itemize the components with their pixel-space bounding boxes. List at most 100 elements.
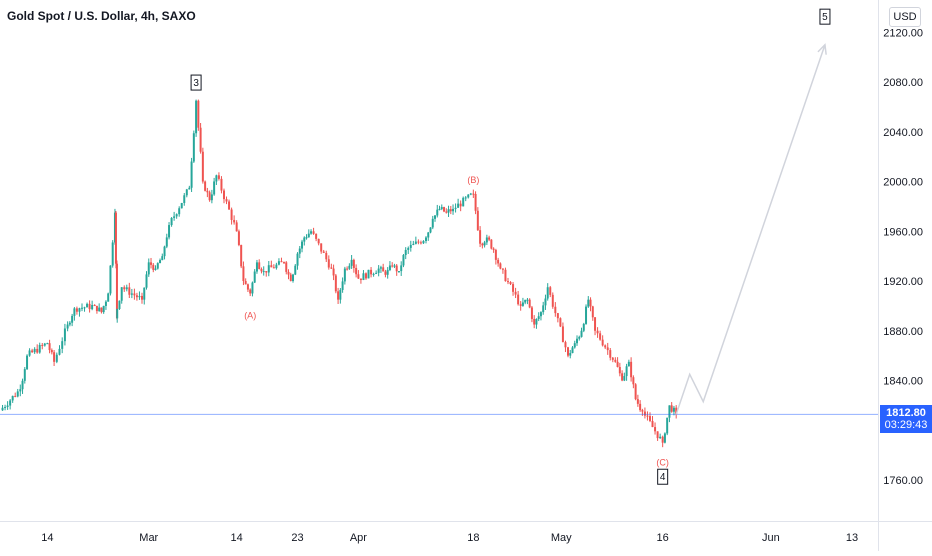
candle: [55, 352, 58, 364]
wave-label[interactable]: (B): [467, 175, 479, 185]
candle: [646, 411, 649, 421]
candle: [95, 305, 98, 314]
y-tick-label: 1760.00: [883, 475, 923, 487]
candle: [11, 395, 14, 403]
candle: [130, 288, 133, 299]
y-tick-label: 1920.00: [883, 276, 923, 288]
candle: [357, 270, 360, 279]
candle: [623, 372, 626, 382]
candle: [315, 233, 318, 242]
candle: [48, 339, 51, 354]
wave-label[interactable]: 5: [819, 8, 831, 25]
candle: [535, 318, 538, 329]
candles-layer: [1, 99, 678, 448]
candle: [599, 330, 602, 341]
candlestick-chart[interactable]: 3 (A) (B) (C) 4 5: [0, 0, 878, 521]
candle: [107, 292, 110, 302]
candle: [370, 267, 373, 278]
candle: [494, 248, 497, 265]
last-price-tag: 1812.80 03:29:43: [880, 405, 932, 434]
candle: [16, 388, 19, 398]
candle: [670, 402, 673, 413]
candle: [83, 306, 86, 312]
candle: [61, 337, 64, 354]
chart-plot-area[interactable]: 3 (A) (B) (C) 4 5 Gold Spot / U.S. Dollar, 4h…: [0, 0, 878, 521]
candle: [414, 236, 417, 245]
candle: [235, 220, 238, 232]
candle: [98, 303, 101, 312]
y-tick-label: 2120.00: [883, 27, 923, 39]
candle: [375, 270, 378, 275]
candle: [521, 297, 524, 307]
candle: [213, 177, 216, 196]
candle: [244, 278, 247, 285]
candle: [100, 307, 103, 314]
time-axis[interactable]: 14 Mar 14 23 Apr 18 May 16 Jun 13: [0, 521, 878, 551]
y-tick-label: 1880.00: [883, 326, 923, 338]
candle: [260, 267, 263, 274]
candle: [616, 357, 619, 368]
candle: [41, 342, 44, 350]
currency-button[interactable]: USD: [889, 7, 921, 27]
candle: [332, 264, 335, 281]
candle: [305, 234, 308, 240]
candle: [327, 255, 330, 270]
candle: [275, 262, 278, 270]
wave-label-text: 4: [660, 472, 666, 483]
candle: [364, 272, 367, 280]
wave-label[interactable]: 3: [190, 74, 202, 91]
last-price-value: 1812.80: [886, 407, 926, 420]
wave-label[interactable]: (A): [244, 311, 256, 321]
candle: [133, 288, 136, 300]
candle: [208, 190, 211, 202]
candle: [111, 240, 114, 268]
candle: [544, 294, 547, 310]
candle: [596, 327, 599, 338]
candle: [93, 304, 96, 307]
wave-label-text: (C): [656, 457, 669, 467]
candle: [102, 305, 105, 314]
candle: [512, 282, 515, 296]
candle: [258, 259, 261, 270]
x-tick-label: 14: [231, 532, 243, 544]
candle: [120, 287, 123, 304]
candle: [242, 261, 245, 286]
candle: [6, 401, 9, 410]
candle: [654, 422, 657, 435]
candle: [240, 244, 243, 269]
candle: [255, 259, 258, 274]
candle: [350, 255, 353, 269]
x-tick-label: 16: [657, 532, 669, 544]
x-tick-label: 23: [291, 532, 303, 544]
candle: [479, 226, 482, 248]
candle: [317, 238, 320, 246]
candle: [429, 227, 432, 234]
wave-label[interactable]: (C): [656, 457, 669, 467]
candle: [195, 99, 198, 137]
candle: [298, 246, 301, 259]
candle: [280, 257, 283, 263]
candle: [488, 235, 491, 242]
candle: [549, 285, 552, 298]
candle: [417, 239, 420, 245]
projection-arrow-head: [817, 43, 827, 55]
candle: [663, 432, 666, 444]
candle: [66, 321, 69, 332]
candle: [237, 229, 240, 247]
candle: [634, 383, 637, 401]
candle: [639, 400, 642, 412]
y-tick-label: 1960.00: [883, 226, 923, 238]
candle: [197, 99, 200, 131]
candle: [367, 269, 370, 279]
candle: [591, 305, 594, 321]
candle: [359, 278, 362, 284]
wave-label[interactable]: 4: [657, 468, 669, 485]
candle: [404, 247, 407, 260]
candle: [672, 405, 675, 416]
candle: [509, 281, 512, 286]
candle: [469, 192, 472, 196]
candle: [183, 193, 186, 206]
candle: [58, 345, 61, 356]
y-tick-label: 2040.00: [883, 127, 923, 139]
price-axis[interactable]: 2120.00 2080.00 2040.00 2000.00 1960.00 1920.…: [878, 0, 932, 521]
